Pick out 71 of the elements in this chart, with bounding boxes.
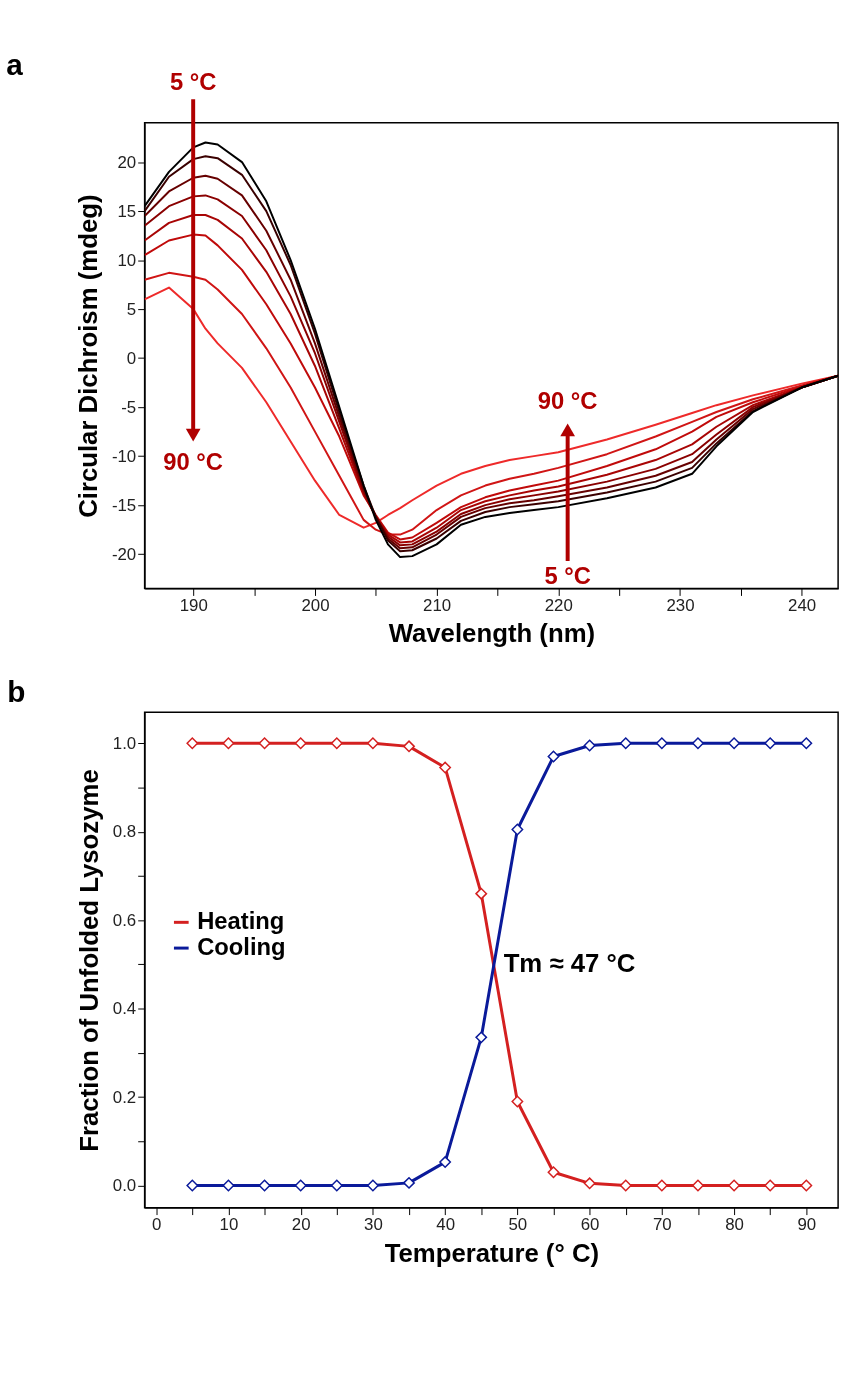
annotation: 90 °C [163,447,224,475]
x-tick-label: 60 [580,1214,600,1234]
point [258,737,271,750]
point [439,1156,452,1169]
point [619,1179,632,1192]
annotation: 5 °C [544,561,591,589]
x-tick-label: 80 [725,1214,744,1234]
point [403,740,415,753]
y-axis-title: Circular Dichroism (mdeg) [74,194,103,518]
point [511,1095,524,1108]
point [222,737,235,750]
point [800,737,813,750]
y-tick-label: 20 [117,152,137,172]
annotation: 90 °C [537,387,598,415]
y-tick-label: 5 [126,299,137,319]
point [475,887,488,900]
x-tick-label: 20 [291,1214,311,1234]
legend-label: Heating [197,907,285,935]
annotation: Tm ≈ 47 °C [503,949,636,978]
chart-title: b [7,675,26,709]
point [475,1031,488,1044]
point [692,1179,704,1192]
point [655,737,668,750]
x-tick-label: 200 [301,595,330,615]
point [692,737,704,750]
text: 5 °C [169,68,217,96]
x-tick-label: 30 [364,1214,383,1234]
y-tick-label: 1.0 [112,733,137,753]
point [800,1179,813,1192]
y-tick-label: -15 [111,495,137,515]
x-tick-label: 0 [152,1214,162,1234]
point [511,823,524,836]
legend-label: Cooling [197,933,286,961]
point [583,1177,596,1190]
point [366,737,379,750]
x-tick-label: 220 [544,595,573,615]
x-axis-title: Temperature (° C) [384,1238,600,1267]
y-tick-label: -5 [121,397,137,417]
y-tick-label: 0.2 [112,1087,137,1107]
point [330,737,343,750]
chart-title: a [6,48,24,82]
y-tick-label: 0.6 [112,910,137,930]
x-tick-label: 210 [423,595,452,615]
point [186,737,199,750]
point [294,737,307,750]
x-tick-label: 50 [508,1214,528,1234]
y-tick-label: -20 [111,544,137,564]
x-axis-title: Wavelength (nm) [388,619,596,648]
y-tick-label: 0.8 [112,822,137,842]
x-tick-label: 70 [652,1214,672,1234]
point [439,761,452,774]
x-tick-label: 190 [179,595,208,615]
point [619,737,632,750]
y-tick-label: 10 [117,250,137,270]
y-tick-label: 15 [117,201,137,221]
point [403,1176,415,1189]
x-tick-label: 40 [436,1214,455,1234]
y-tick-label: 0.0 [112,1175,137,1195]
point [547,750,560,763]
x-tick-label: 240 [788,595,817,615]
y-axis-title: Fraction of Unfolded Lysozyme [74,769,103,1152]
point [764,737,777,750]
x-tick-label: 10 [219,1214,239,1234]
point [583,739,596,752]
y-tick-label: -10 [111,446,137,466]
point [728,737,741,750]
point [547,1166,560,1179]
y-tick-label: 0.4 [112,999,137,1019]
x-tick-label: 90 [797,1214,817,1234]
y-tick-label: 0 [126,348,137,368]
x-tick-label: 230 [666,595,695,615]
